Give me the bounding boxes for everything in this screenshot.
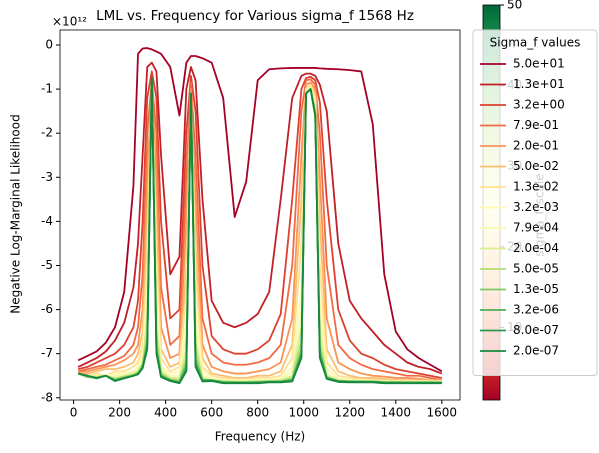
- series-line: [78, 83, 442, 382]
- legend-label: 1.3e+01: [513, 77, 565, 91]
- x-tick-label: 800: [246, 406, 269, 420]
- legend-label: 3.2e-06: [513, 303, 559, 317]
- series-line: [77, 83, 442, 383]
- series-line: [77, 70, 442, 379]
- y-tick-label: 0: [45, 37, 53, 51]
- x-tick-label: 1600: [427, 406, 458, 420]
- series-line: [77, 79, 442, 384]
- series-line: [77, 78, 442, 382]
- legend-label: 5.0e-05: [513, 262, 559, 276]
- legend: Sigma_f values 5.0e+01 1.3e+01 3.2e+00 7.9e-…: [472, 29, 598, 376]
- series-line: [77, 84, 442, 382]
- y-tick-label: -7: [41, 346, 53, 360]
- colorbar-tick-label: 50: [507, 0, 522, 12]
- legend-label: 2.0e-07: [513, 344, 559, 358]
- x-tick-label: 200: [108, 406, 131, 420]
- series-line: [77, 79, 442, 384]
- legend-label: 7.9e-01: [513, 118, 559, 132]
- x-tick-label: 0: [70, 406, 78, 420]
- y-tick-label: -1: [41, 82, 53, 96]
- legend-label: 5.0e-02: [513, 159, 559, 173]
- y-tick-label: -6: [41, 302, 53, 316]
- legend-label: 2.0e-04: [513, 241, 559, 255]
- series-line: [77, 47, 443, 373]
- legend-label: 8.0e-07: [513, 323, 559, 337]
- y-axis-label: Negative Log-Marginal Likelihood: [9, 114, 23, 313]
- legend-label: 3.2e-03: [513, 200, 559, 214]
- x-tick-label: 1000: [288, 406, 319, 420]
- legend-label: 2.0e-01: [513, 139, 559, 153]
- y-offset-label: ×10¹²: [52, 15, 87, 29]
- series-line: [77, 81, 442, 383]
- series-line: [77, 81, 442, 383]
- y-tick-label: -5: [41, 258, 53, 272]
- legend-label: 1.3e-02: [513, 180, 559, 194]
- x-tick-label: 600: [200, 406, 223, 420]
- series-line: [77, 61, 443, 375]
- x-tick-label: 1400: [381, 406, 412, 420]
- chart-title: LML vs. Frequency for Various sigma_f 15…: [96, 8, 414, 24]
- y-tick-label: -3: [41, 170, 53, 184]
- y-tick-label: -2: [41, 126, 53, 140]
- x-tick-label: 1200: [334, 406, 365, 420]
- series-line: [77, 77, 442, 385]
- y-tick-label: -4: [41, 214, 53, 228]
- legend-label: 5.0e+01: [513, 57, 565, 71]
- legend-label: 3.2e+00: [513, 98, 565, 112]
- series-line: [77, 78, 442, 384]
- legend-label: 7.9e-04: [513, 221, 559, 235]
- x-tick-label: 400: [154, 406, 177, 420]
- x-axis-label: Frequency (Hz): [215, 430, 306, 444]
- legend-label: 1.3e-05: [513, 282, 559, 296]
- series-line: [78, 81, 442, 382]
- legend-title: Sigma_f values: [490, 36, 581, 50]
- series-line: [77, 79, 442, 384]
- plot-frame: [59, 29, 461, 401]
- y-tick-label: -8: [41, 390, 53, 404]
